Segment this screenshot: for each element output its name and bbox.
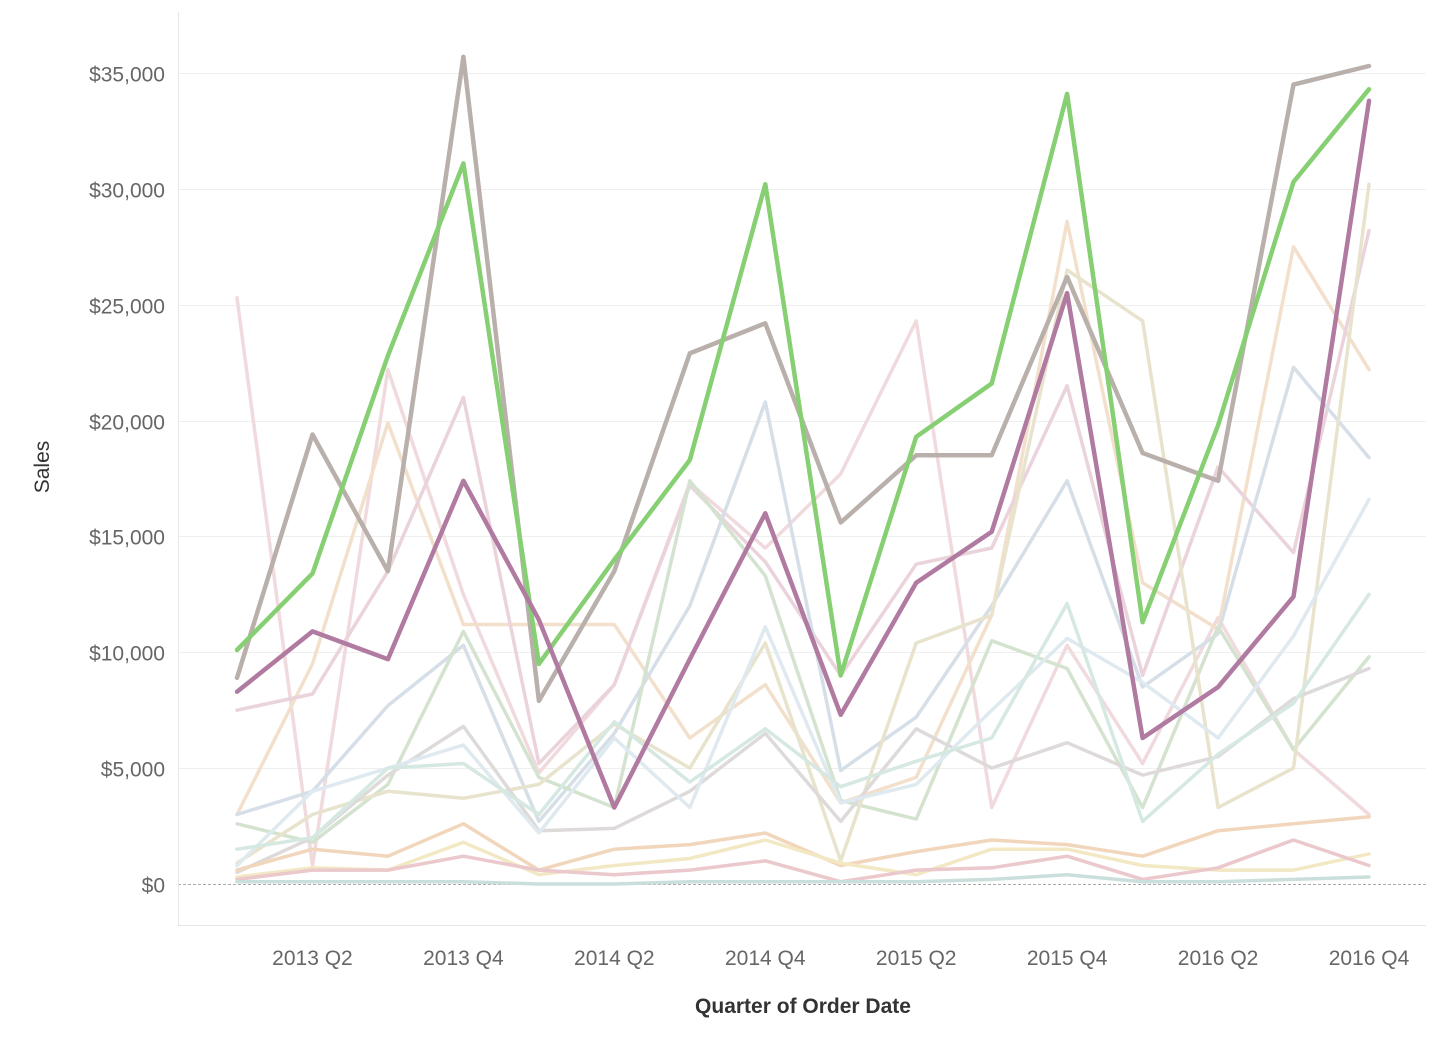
y-tick-label: $15,000 (89, 527, 165, 550)
highlighted-series-line (234, 98, 1372, 810)
x-tick-label: 2015 Q4 (1027, 947, 1108, 970)
x-tick-label: 2016 Q2 (1178, 947, 1259, 970)
x-axis-ticks: 2013 Q2 2013 Q4 2014 Q2 2014 Q4 2015 Q2 2015 … (272, 947, 1409, 970)
series-lines (234, 54, 1372, 886)
faded-series-line (235, 838, 1371, 884)
y-tick-label: $0 (142, 875, 165, 898)
x-tick-label: 2013 Q4 (423, 947, 504, 970)
x-tick-label: 2013 Q2 (272, 947, 353, 970)
y-axis-title: Sales (31, 441, 54, 494)
x-tick-label: 2014 Q2 (574, 947, 655, 970)
x-tick-label: 2015 Q2 (876, 947, 957, 970)
faded-series-line (235, 365, 1371, 824)
highlighted-series-line (234, 86, 1372, 678)
x-tick-label: 2014 Q4 (725, 947, 806, 970)
y-tick-label: $25,000 (89, 296, 165, 319)
x-tick-label: 2016 Q4 (1329, 947, 1410, 970)
y-tick-label: $5,000 (101, 759, 165, 782)
y-tick-label: $10,000 (89, 643, 165, 666)
y-tick-label: $35,000 (89, 64, 165, 87)
faded-series-line (235, 666, 1371, 875)
highlighted-series-line (234, 54, 1372, 704)
faded-series-line (235, 592, 1371, 851)
x-axis-title: Quarter of Order Date (695, 995, 911, 1018)
y-tick-label: $20,000 (89, 412, 165, 435)
gridlines (178, 73, 1426, 885)
faded-series-line (235, 838, 1371, 879)
faded-series-line (235, 815, 1371, 872)
faded-series-line (235, 219, 1371, 817)
y-tick-label: $30,000 (89, 180, 165, 203)
faded-series-line (235, 479, 1371, 845)
y-axis-ticks: $0 $5,000 $10,000 $15,000 $20,000 $25,000 $30,… (89, 64, 165, 898)
faded-series-line (235, 182, 1371, 865)
faded-series-line (235, 872, 1371, 886)
